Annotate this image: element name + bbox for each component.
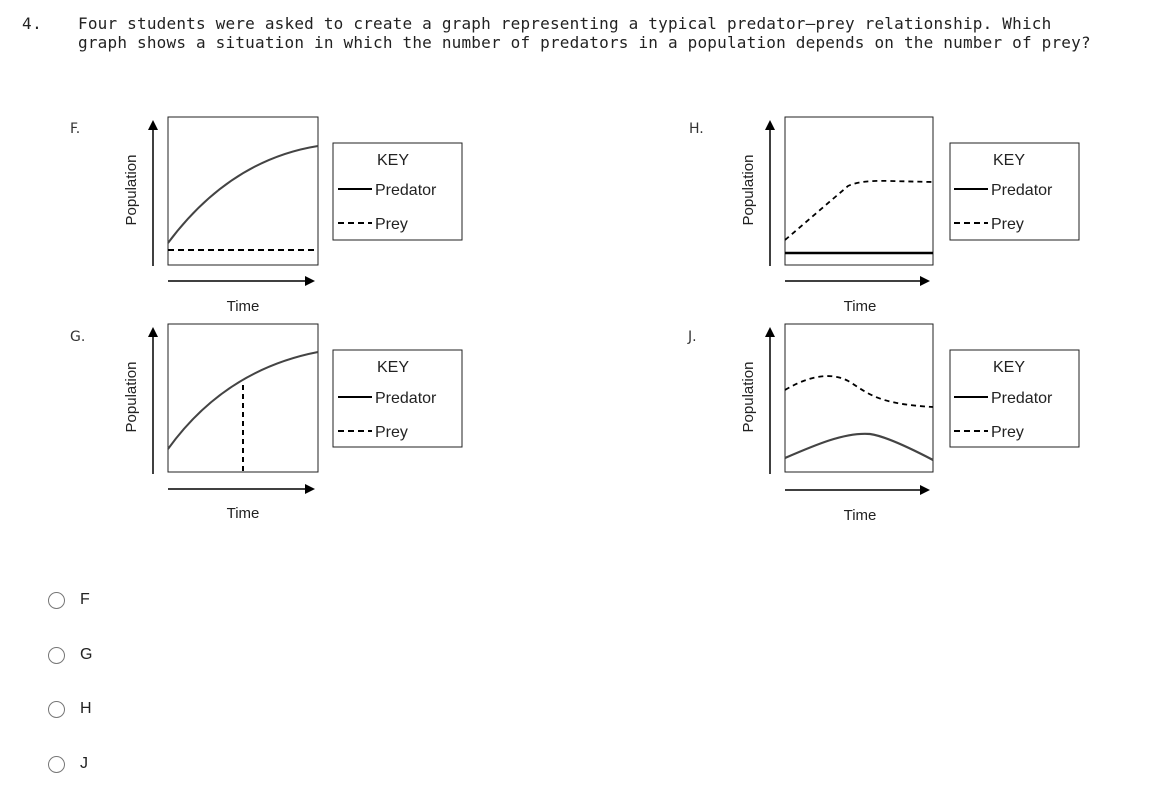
graph-f-plot-frame <box>167 116 319 266</box>
graph-g: G. Population Time KEY Predator Prey <box>70 323 463 522</box>
graph-f-key: KEY Predator Prey <box>332 142 463 241</box>
graph-h-label: H. <box>689 121 704 137</box>
graph-g-predator-line <box>167 351 319 450</box>
option-j[interactable]: J <box>48 752 88 776</box>
option-j-label: J <box>80 755 88 772</box>
graph-f: F. Population Time KEY Predator Prey <box>70 116 463 315</box>
graph-g-key-prey: Prey <box>375 424 408 441</box>
graph-g-plot-frame <box>167 323 319 473</box>
graph-h-plot-frame <box>784 116 934 266</box>
graph-f-label: F. <box>70 121 80 137</box>
graph-h-key: KEY Predator Prey <box>949 142 1080 241</box>
graph-j-prey-line <box>784 375 934 408</box>
graph-h-prey-line <box>784 179 934 241</box>
graph-g-key: KEY Predator Prey <box>332 349 463 448</box>
graph-f-x-axis-label: Time <box>227 298 260 315</box>
option-g[interactable]: G <box>48 643 92 667</box>
graph-j-key-box <box>949 349 1080 448</box>
graph-j-key: KEY Predator Prey <box>949 349 1080 448</box>
graph-j-key-title: KEY <box>993 359 1025 376</box>
graph-g-key-title: KEY <box>377 359 409 376</box>
graph-j-label: J. <box>687 329 697 345</box>
graph-g-x-axis-label: Time <box>227 505 260 522</box>
graph-h-key-predator: Predator <box>991 182 1053 199</box>
option-f-label: F <box>80 591 90 608</box>
option-h[interactable]: H <box>48 697 92 721</box>
question-number: 4. <box>22 14 43 33</box>
graph-f-key-predator: Predator <box>375 182 437 199</box>
graph-j-y-axis-label: Population <box>740 362 757 433</box>
graph-h-key-box <box>949 142 1080 241</box>
graph-g-key-box <box>332 349 463 448</box>
graph-f-predator-line <box>167 145 319 244</box>
graph-j-key-prey: Prey <box>991 424 1024 441</box>
option-h-label: H <box>80 700 92 717</box>
option-g-radio[interactable] <box>48 646 65 664</box>
graph-h-key-title: KEY <box>993 152 1025 169</box>
question-text: Four students were asked to create a gra… <box>78 14 1091 52</box>
graph-f-key-title: KEY <box>377 152 409 169</box>
graph-g-label: G. <box>70 329 85 345</box>
graph-h: H. Population Time KEY Predator Prey <box>689 116 1080 315</box>
graph-h-key-prey: Prey <box>991 216 1024 233</box>
option-f[interactable]: F <box>48 588 90 612</box>
graph-j-key-predator: Predator <box>991 390 1053 407</box>
option-f-radio[interactable] <box>48 591 65 609</box>
option-h-radio[interactable] <box>48 700 65 718</box>
graphs-figure: F. Population Time KEY Predator Prey H. … <box>70 116 1080 524</box>
graph-h-x-axis-label: Time <box>844 298 877 315</box>
graph-g-key-predator: Predator <box>375 390 437 407</box>
graph-j-predator-line <box>784 432 934 461</box>
graph-f-y-axis-label: Population <box>123 155 140 226</box>
graph-j: J. Population Time KEY Predator Prey <box>687 323 1080 524</box>
graph-f-key-box <box>332 142 463 241</box>
graphs-svg: F. Population Time KEY Predator Prey H. … <box>70 116 1080 524</box>
option-g-label: G <box>80 646 93 663</box>
graph-f-key-prey: Prey <box>375 216 408 233</box>
graph-j-plot-frame <box>784 323 934 473</box>
graph-h-y-axis-label: Population <box>740 155 757 226</box>
graph-j-x-axis-label: Time <box>844 507 877 524</box>
option-j-radio[interactable] <box>48 755 65 773</box>
graph-g-y-axis-label: Population <box>123 362 140 433</box>
